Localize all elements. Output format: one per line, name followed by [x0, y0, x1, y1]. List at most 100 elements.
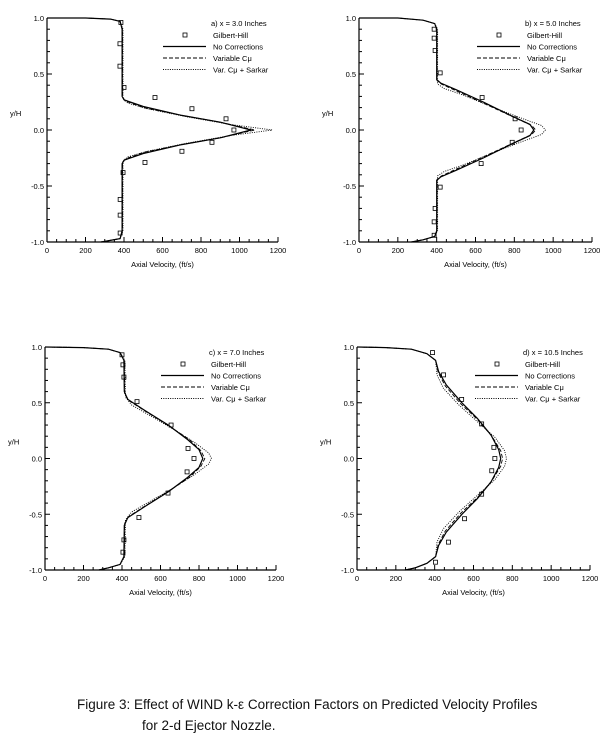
legend-label: Gilbert-Hill	[527, 31, 562, 40]
y-tick-label: -0.5	[31, 182, 44, 191]
x-axis-label: Axial Velocity, (ft/s)	[129, 588, 192, 597]
x-tick-label: 200	[79, 246, 92, 255]
y-tick-label: 1.0	[346, 14, 356, 23]
x-axis-label: Axial Velocity, (ft/s)	[442, 588, 505, 597]
y-tick-label: 0.0	[34, 126, 44, 135]
x-tick-label: 0	[357, 246, 361, 255]
series-var-c-sarkar	[44, 346, 213, 571]
legend-marker-icon	[494, 361, 500, 367]
chart-panel-d: 0 200 400 600 800 1000 1200 -1.0 -0.5 0.0 0.5 1.0 Ax…	[320, 343, 598, 597]
y-tick-label: -0.5	[29, 510, 42, 519]
y-tick-label: -1.0	[343, 238, 356, 247]
series-var-c-sarkar	[47, 17, 273, 243]
x-tick-label: 400	[428, 574, 441, 583]
gilbert-hill-marker	[184, 469, 190, 475]
gilbert-hill-marker	[478, 161, 484, 167]
y-tick-label: -1.0	[29, 566, 42, 575]
x-tick-label: 600	[469, 246, 482, 255]
gilbert-hill-marker	[117, 41, 123, 47]
legend-label: Variable Cμ	[525, 383, 564, 392]
legend-marker-icon	[180, 361, 186, 367]
gilbert-hill-marker	[191, 456, 197, 461]
series-variable-c-	[47, 17, 255, 243]
x-tick-label: 0	[45, 246, 49, 255]
legend-marker-icon	[496, 32, 502, 38]
y-tick-label: 1.0	[344, 343, 354, 352]
gilbert-hill-marker	[431, 35, 437, 41]
legend-label: No Corrections	[211, 372, 261, 381]
caption-line-1: Figure 3: Effect of WIND k-ε Correction …	[77, 697, 538, 712]
gilbert-hill-marker	[441, 372, 446, 378]
legend-label: Variable Cμ	[213, 54, 252, 63]
series-no-corrections	[44, 346, 204, 571]
y-tick-label: 0.5	[344, 399, 354, 408]
chart-panel-a: 0 200 400 600 800 1000 1200 -1.0 -0.5 0.0 0.5 1.0 Ax…	[10, 14, 286, 269]
series-variable-c-	[356, 346, 504, 571]
gilbert-hill-marker	[431, 219, 437, 225]
x-tick-label: 400	[118, 246, 131, 255]
x-tick-label: 1200	[584, 246, 601, 255]
x-tick-label: 1200	[582, 574, 599, 583]
y-tick-label: 0.0	[346, 126, 356, 135]
gilbert-hill-marker	[437, 70, 443, 76]
gilbert-hill-marker	[179, 148, 185, 154]
series-variable-c-	[359, 17, 537, 243]
x-tick-label: 400	[116, 574, 129, 583]
legend-marker-icon	[182, 32, 188, 38]
gilbert-hill-marker	[437, 184, 443, 190]
gilbert-hill-marker	[231, 127, 237, 133]
figure-caption: Figure 3: Effect of WIND k-ε Correction …	[77, 694, 537, 736]
y-axis-label: y/H	[322, 109, 333, 118]
series-no-corrections	[356, 346, 502, 571]
gilbert-hill-marker	[142, 160, 148, 165]
gilbert-hill-marker	[430, 350, 435, 355]
x-tick-label: 1200	[268, 574, 285, 583]
x-tick-label: 1000	[545, 246, 562, 255]
y-axis-label: y/H	[320, 438, 331, 447]
legend-label: Variable Cμ	[211, 383, 250, 392]
x-tick-label: 800	[195, 246, 208, 255]
gilbert-hill-marker	[120, 362, 126, 368]
x-tick-label: 0	[43, 574, 47, 583]
series-var-c-sarkar	[356, 346, 507, 571]
series-no-corrections	[359, 17, 535, 243]
panel-title: c) x = 7.0 Inches	[209, 348, 264, 357]
gilbert-hill-marker	[189, 106, 195, 112]
gilbert-hill-marker	[462, 516, 467, 522]
x-tick-label: 800	[508, 246, 521, 255]
x-tick-label: 1200	[270, 246, 287, 255]
x-tick-label: 600	[467, 574, 480, 583]
y-axis-label: y/H	[8, 438, 19, 447]
series-variable-c-	[44, 346, 206, 571]
legend-label: No Corrections	[527, 43, 577, 52]
y-tick-label: 0.5	[346, 70, 356, 79]
y-tick-label: -1.0	[341, 566, 354, 575]
y-tick-label: 0.5	[34, 70, 44, 79]
gilbert-hill-marker	[479, 95, 485, 100]
x-tick-label: 1000	[229, 574, 246, 583]
y-tick-label: -0.5	[341, 510, 354, 519]
legend-label: Var. Cμ + Sarkar	[213, 66, 269, 75]
y-tick-label: 1.0	[34, 14, 44, 23]
legend-label: Gilbert-Hill	[211, 360, 246, 369]
legend-label: Var. Cμ + Sarkar	[525, 395, 581, 404]
x-tick-label: 200	[77, 574, 90, 583]
y-tick-label: 1.0	[32, 343, 42, 352]
y-tick-label: 0.0	[344, 455, 354, 464]
y-axis-label: y/H	[10, 109, 21, 118]
y-tick-label: -0.5	[343, 182, 356, 191]
x-axis-label: Axial Velocity, (ft/s)	[444, 260, 507, 269]
gilbert-hill-marker	[117, 63, 123, 69]
x-tick-label: 200	[392, 246, 405, 255]
x-axis-label: Axial Velocity, (ft/s)	[131, 260, 194, 269]
gilbert-hill-marker	[134, 399, 140, 405]
gilbert-hill-marker	[185, 446, 191, 451]
y-tick-label: 0.5	[32, 399, 42, 408]
x-tick-label: 400	[430, 246, 443, 255]
gilbert-hill-marker	[136, 515, 142, 520]
gilbert-hill-marker	[518, 127, 524, 133]
gilbert-hill-marker	[431, 26, 437, 32]
gilbert-hill-marker	[446, 539, 451, 545]
gilbert-hill-marker	[120, 549, 126, 555]
